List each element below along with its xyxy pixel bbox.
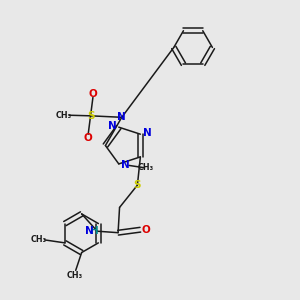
Text: N: N <box>142 128 151 138</box>
Text: O: O <box>141 225 150 235</box>
Text: O: O <box>84 133 93 143</box>
Text: S: S <box>134 180 141 190</box>
Text: CH₃: CH₃ <box>138 163 154 172</box>
Text: N: N <box>85 226 94 236</box>
Text: CH₃: CH₃ <box>31 236 47 244</box>
Text: S: S <box>87 111 94 121</box>
Text: N: N <box>117 112 126 122</box>
Text: O: O <box>88 89 97 99</box>
Text: H: H <box>90 226 99 236</box>
Text: CH₃: CH₃ <box>66 271 82 280</box>
Text: N: N <box>121 160 130 170</box>
Text: N: N <box>108 121 117 131</box>
Text: CH₃: CH₃ <box>56 111 72 120</box>
